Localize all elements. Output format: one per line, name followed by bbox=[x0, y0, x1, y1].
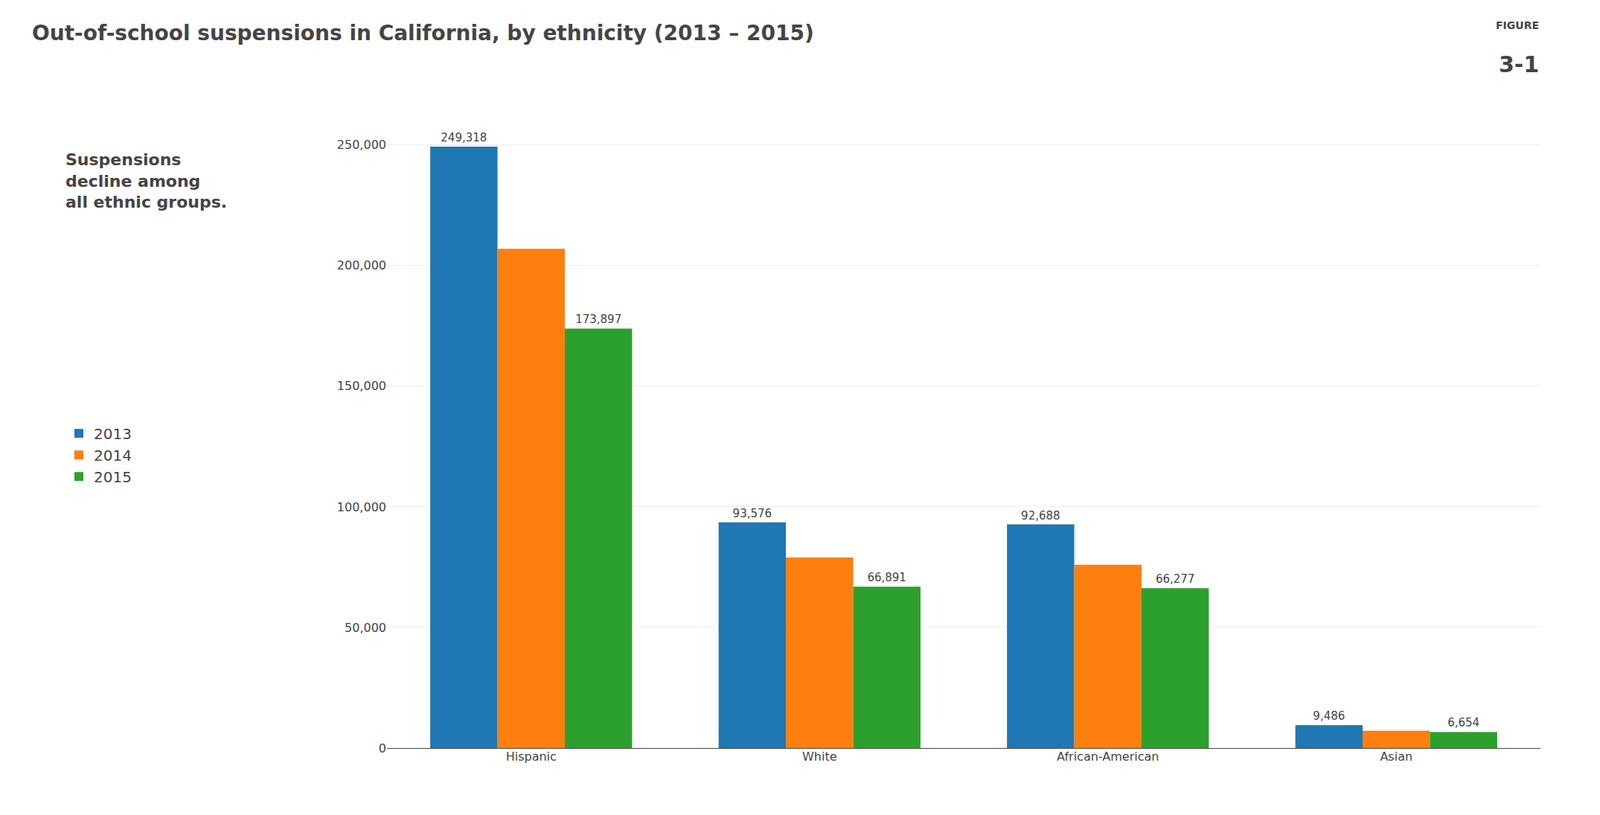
svg-text:Asian: Asian bbox=[1379, 749, 1413, 764]
svg-text:249,318: 249,318 bbox=[440, 130, 487, 145]
svg-text:100,000: 100,000 bbox=[337, 500, 387, 515]
svg-text:White: White bbox=[802, 749, 838, 764]
svg-text:Hispanic: Hispanic bbox=[506, 749, 557, 764]
svg-text:0: 0 bbox=[378, 741, 387, 756]
svg-text:66,277: 66,277 bbox=[1155, 572, 1196, 586]
svg-text:2013: 2013 bbox=[93, 424, 132, 443]
svg-text:9,486: 9,486 bbox=[1312, 709, 1345, 723]
svg-text:66,891: 66,891 bbox=[866, 570, 907, 585]
svg-text:93,576: 93,576 bbox=[733, 506, 773, 521]
svg-text:2014: 2014 bbox=[93, 446, 132, 465]
svg-text:3-1: 3-1 bbox=[1498, 51, 1539, 78]
svg-text:250,000: 250,000 bbox=[337, 137, 387, 152]
svg-text:50,000: 50,000 bbox=[344, 620, 387, 635]
svg-text:150,000: 150,000 bbox=[337, 378, 387, 393]
svg-text:Suspensionsdecline amongall et: Suspensionsdecline amongall ethnic group… bbox=[65, 150, 227, 212]
svg-text:173,897: 173,897 bbox=[575, 312, 622, 326]
svg-text:FIGURE: FIGURE bbox=[1495, 19, 1539, 32]
svg-text:Out-of-school suspensions in C: Out-of-school suspensions in California,… bbox=[32, 20, 815, 46]
svg-text:2015: 2015 bbox=[93, 468, 132, 486]
svg-text:92,688: 92,688 bbox=[1021, 509, 1061, 523]
svg-text:6,654: 6,654 bbox=[1447, 715, 1480, 730]
svg-text:African-American: African-American bbox=[1056, 749, 1159, 764]
svg-text:200,000: 200,000 bbox=[337, 258, 387, 273]
